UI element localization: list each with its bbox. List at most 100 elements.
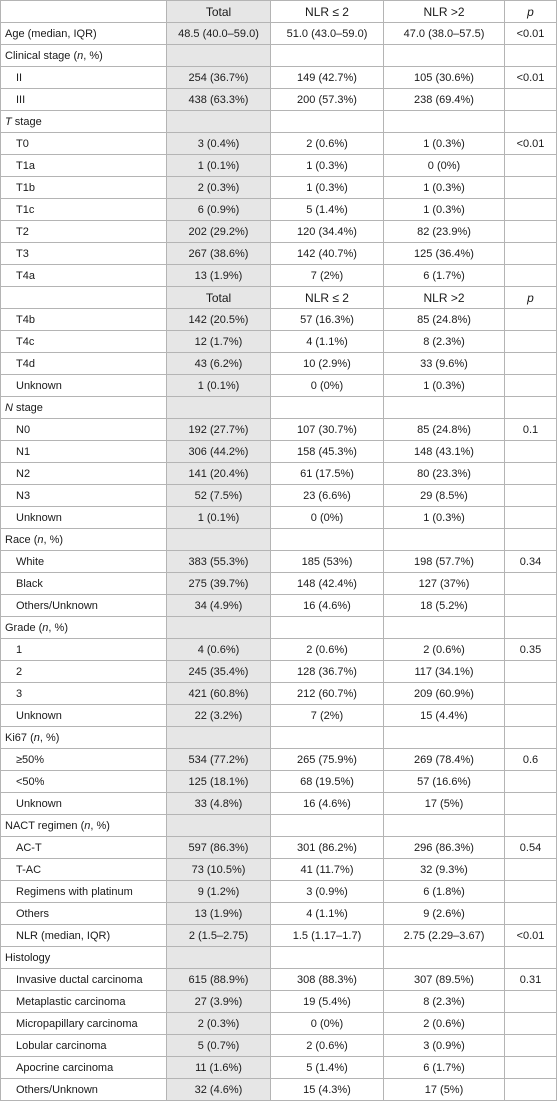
p-value [504, 176, 557, 199]
nlr-low-value: 158 (45.3%) [270, 440, 384, 463]
row-label: T1b [0, 176, 167, 199]
nlr-high-value: 18 (5.2%) [383, 594, 505, 617]
p-value [504, 990, 557, 1013]
section-label-n: n [84, 819, 91, 832]
row-label: Others [0, 902, 167, 925]
row-label: Lobular carcinoma [0, 1034, 167, 1057]
total-value: 9 (1.2%) [166, 880, 271, 903]
nlr-high-value: 17 (5%) [383, 1078, 505, 1101]
table-row: N1 306 (44.2%) 158 (45.3%) 148 (43.1%) [0, 440, 557, 463]
nlr-low-value: 265 (75.9%) [270, 748, 384, 771]
section-label-suffix: , %) [39, 731, 60, 744]
nlr-high-value: 127 (37%) [383, 572, 505, 595]
row-label: T4c [0, 330, 167, 353]
nlr-high-cell-empty [383, 726, 505, 749]
nlr-low-value: 212 (60.7%) [270, 682, 384, 705]
total-cell-empty [166, 396, 271, 419]
nlr-low-value: 19 (5.4%) [270, 990, 384, 1013]
table-row: Regimens with platinum 9 (1.2%) 3 (0.9%) 6 … [0, 880, 557, 903]
row-label: Others/Unknown [0, 1078, 167, 1101]
nlr-high-value: 85 (24.8%) [383, 418, 505, 441]
p-value: 0.1 [504, 418, 557, 441]
table-row: Others 13 (1.9%) 4 (1.1%) 9 (2.6%) [0, 902, 557, 925]
row-label: III [0, 88, 167, 111]
p-value [504, 484, 557, 507]
column-header-row: Total NLR ≤ 2 NLR >2 p [0, 286, 557, 309]
section-label-text: Race ( [5, 533, 38, 546]
nlr-low-value: 5 (1.4%) [270, 1056, 384, 1079]
header-total: Total [166, 0, 271, 23]
nlr-low-value: 15 (4.3%) [270, 1078, 384, 1101]
row-label: Apocrine carcinoma [0, 1056, 167, 1079]
total-cell-empty [166, 110, 271, 133]
total-value: 245 (35.4%) [166, 660, 271, 683]
table-row: III 438 (63.3%) 200 (57.3%) 238 (69.4%) [0, 88, 557, 111]
table-row: T4a 13 (1.9%) 7 (2%) 6 (1.7%) [0, 264, 557, 287]
p-value [504, 220, 557, 243]
p-value [504, 308, 557, 331]
nlr-high-cell-empty [383, 396, 505, 419]
nlr-low-cell-empty [270, 726, 384, 749]
row-label: Micropapillary carcinoma [0, 1012, 167, 1035]
section-label-letter: T [5, 115, 12, 128]
p-value [504, 440, 557, 463]
nlr-low-value: 0 (0%) [270, 374, 384, 397]
nlr-low-cell-empty [270, 44, 384, 67]
table-row: Apocrine carcinoma 11 (1.6%) 5 (1.4%) 6 (1.… [0, 1056, 557, 1079]
section-label: Grade (n, %) [0, 616, 167, 639]
nlr-high-value: 6 (1.8%) [383, 880, 505, 903]
total-value: 6 (0.9%) [166, 198, 271, 221]
row-label: Age (median, IQR) [0, 22, 167, 45]
section-label-suffix: , %) [48, 621, 68, 634]
total-cell-empty [166, 726, 271, 749]
total-value: 52 (7.5%) [166, 484, 271, 507]
section-label-letter: N [5, 401, 13, 414]
table-row: N0 192 (27.7%) 107 (30.7%) 85 (24.8%) 0.1 [0, 418, 557, 441]
section-label-text: stage [11, 115, 42, 128]
section-label: Race (n, %) [0, 528, 167, 551]
nlr-low-value: 4 (1.1%) [270, 902, 384, 925]
nlr-low-value: 4 (1.1%) [270, 330, 384, 353]
p-value [504, 858, 557, 881]
p-cell-empty [504, 814, 557, 837]
section-label: T stage [0, 110, 167, 133]
section-row-grade-n: Grade (n, %) [0, 616, 557, 639]
p-value: <0.01 [504, 66, 557, 89]
nlr-high-cell-empty [383, 528, 505, 551]
total-value: 534 (77.2%) [166, 748, 271, 771]
p-value: 0.34 [504, 550, 557, 573]
table-row: T3 267 (38.6%) 142 (40.7%) 125 (36.4%) [0, 242, 557, 265]
p-value [504, 198, 557, 221]
p-value [504, 264, 557, 287]
nlr-high-value: 1 (0.3%) [383, 198, 505, 221]
total-value: 383 (55.3%) [166, 550, 271, 573]
section-label-suffix: , %) [43, 533, 64, 546]
p-value: <0.01 [504, 132, 557, 155]
nlr-high-value: 32 (9.3%) [383, 858, 505, 881]
total-value: 4 (0.6%) [166, 638, 271, 661]
row-label: T2 [0, 220, 167, 243]
nlr-low-value: 107 (30.7%) [270, 418, 384, 441]
header-total: Total [166, 286, 271, 309]
total-value: 2 (0.3%) [166, 176, 271, 199]
section-label: Ki67 (n, %) [0, 726, 167, 749]
nlr-high-cell-empty [383, 44, 505, 67]
total-value: 275 (39.7%) [166, 572, 271, 595]
nlr-high-value: 9 (2.6%) [383, 902, 505, 925]
row-label: AC-T [0, 836, 167, 859]
table-row: <50% 125 (18.1%) 68 (19.5%) 57 (16.6%) [0, 770, 557, 793]
nlr-high-value: 29 (8.5%) [383, 484, 505, 507]
header-nlr-low: NLR ≤ 2 [270, 0, 384, 23]
total-value: 3 (0.4%) [166, 132, 271, 155]
row-label: T1a [0, 154, 167, 177]
total-value: 1 (0.1%) [166, 374, 271, 397]
total-value: 13 (1.9%) [166, 264, 271, 287]
total-value: 5 (0.7%) [166, 1034, 271, 1057]
nlr-high-value: 269 (78.4%) [383, 748, 505, 771]
row-label: ≥50% [0, 748, 167, 771]
row-label: T-AC [0, 858, 167, 881]
nlr-high-value: 238 (69.4%) [383, 88, 505, 111]
nlr-high-value: 6 (1.7%) [383, 1056, 505, 1079]
